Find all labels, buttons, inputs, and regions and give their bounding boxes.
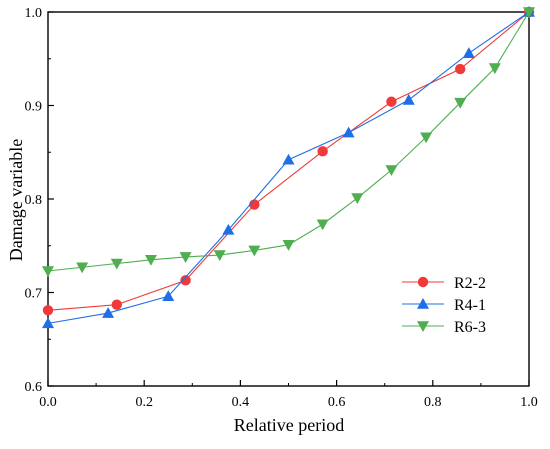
legend-item-r2-2: R2-2 xyxy=(402,275,486,292)
data-point-r6-3 xyxy=(454,97,467,109)
legend-item-r6-3: R6-3 xyxy=(402,319,486,336)
data-point-r6-3 xyxy=(110,258,123,270)
data-point-r6-3 xyxy=(213,250,226,262)
data-point-r4-1 xyxy=(162,290,175,302)
x-tick-label: 0.4 xyxy=(232,395,250,410)
legend-marker xyxy=(417,298,429,309)
y-tick-label: 0.7 xyxy=(25,287,43,302)
data-point-r4-1 xyxy=(342,126,355,138)
y-tick-label: 0.6 xyxy=(25,380,43,395)
x-tick-label: 0.8 xyxy=(424,395,442,410)
data-point-r6-3 xyxy=(76,262,89,274)
data-point-r4-1 xyxy=(102,307,115,318)
data-point-r2-2 xyxy=(455,63,466,75)
data-point-r6-3 xyxy=(248,245,261,257)
y-axis-label: Damage variable xyxy=(6,139,26,261)
data-point-r6-3 xyxy=(523,7,535,18)
data-point-r2-2 xyxy=(180,275,191,286)
data-point-r4-1 xyxy=(222,223,235,235)
data-point-r6-3 xyxy=(179,252,192,263)
series-line-r2-2 xyxy=(47,11,530,311)
legend: R2-2 R4-1 R6-3 xyxy=(402,275,486,336)
series-r2-2 xyxy=(42,6,535,316)
data-point-r6-3 xyxy=(144,254,157,266)
data-point-r6-3 xyxy=(488,63,501,75)
series-line-r6-3 xyxy=(47,11,530,272)
series-layer xyxy=(42,6,535,329)
y-tick-label: 0.9 xyxy=(25,100,43,115)
legend-marker xyxy=(417,321,429,332)
data-point-r6-3 xyxy=(316,219,329,231)
series-r4-1 xyxy=(42,6,535,329)
data-point-r6-3 xyxy=(420,132,433,144)
data-point-r6-3 xyxy=(351,193,364,205)
series-r6-3 xyxy=(42,7,535,277)
x-tick-label: 0.2 xyxy=(135,395,153,410)
legend-marker xyxy=(417,276,429,288)
x-axis-label: Relative period xyxy=(234,415,344,435)
legend-label: R2-2 xyxy=(454,275,486,292)
x-tick-label: 0.0 xyxy=(39,395,57,410)
data-point-r2-2 xyxy=(42,305,54,316)
data-point-r4-1 xyxy=(462,47,475,58)
legend-item-r4-1: R4-1 xyxy=(402,297,486,314)
data-point-r6-3 xyxy=(282,240,295,251)
data-point-r6-3 xyxy=(385,165,398,177)
legend-label: R4-1 xyxy=(454,297,486,314)
y-tick-label: 0.8 xyxy=(25,193,43,208)
data-point-r4-1 xyxy=(42,317,54,329)
data-point-r2-2 xyxy=(317,146,328,157)
data-point-r2-2 xyxy=(111,299,122,310)
y-tick-label: 1.0 xyxy=(25,6,43,21)
data-point-r2-2 xyxy=(386,96,397,107)
data-point-r4-1 xyxy=(402,93,415,105)
axes-layer: 0.0 0.2 0.4 0.6 0.8 1.0 0.6 0.7 0.8 0.9 1.0 xyxy=(25,6,538,410)
data-point-r6-3 xyxy=(42,266,54,277)
x-tick-label: 0.6 xyxy=(328,395,346,410)
data-point-r4-1 xyxy=(282,153,295,165)
x-tick-label: 1.0 xyxy=(520,395,538,410)
legend-label: R6-3 xyxy=(454,319,486,336)
